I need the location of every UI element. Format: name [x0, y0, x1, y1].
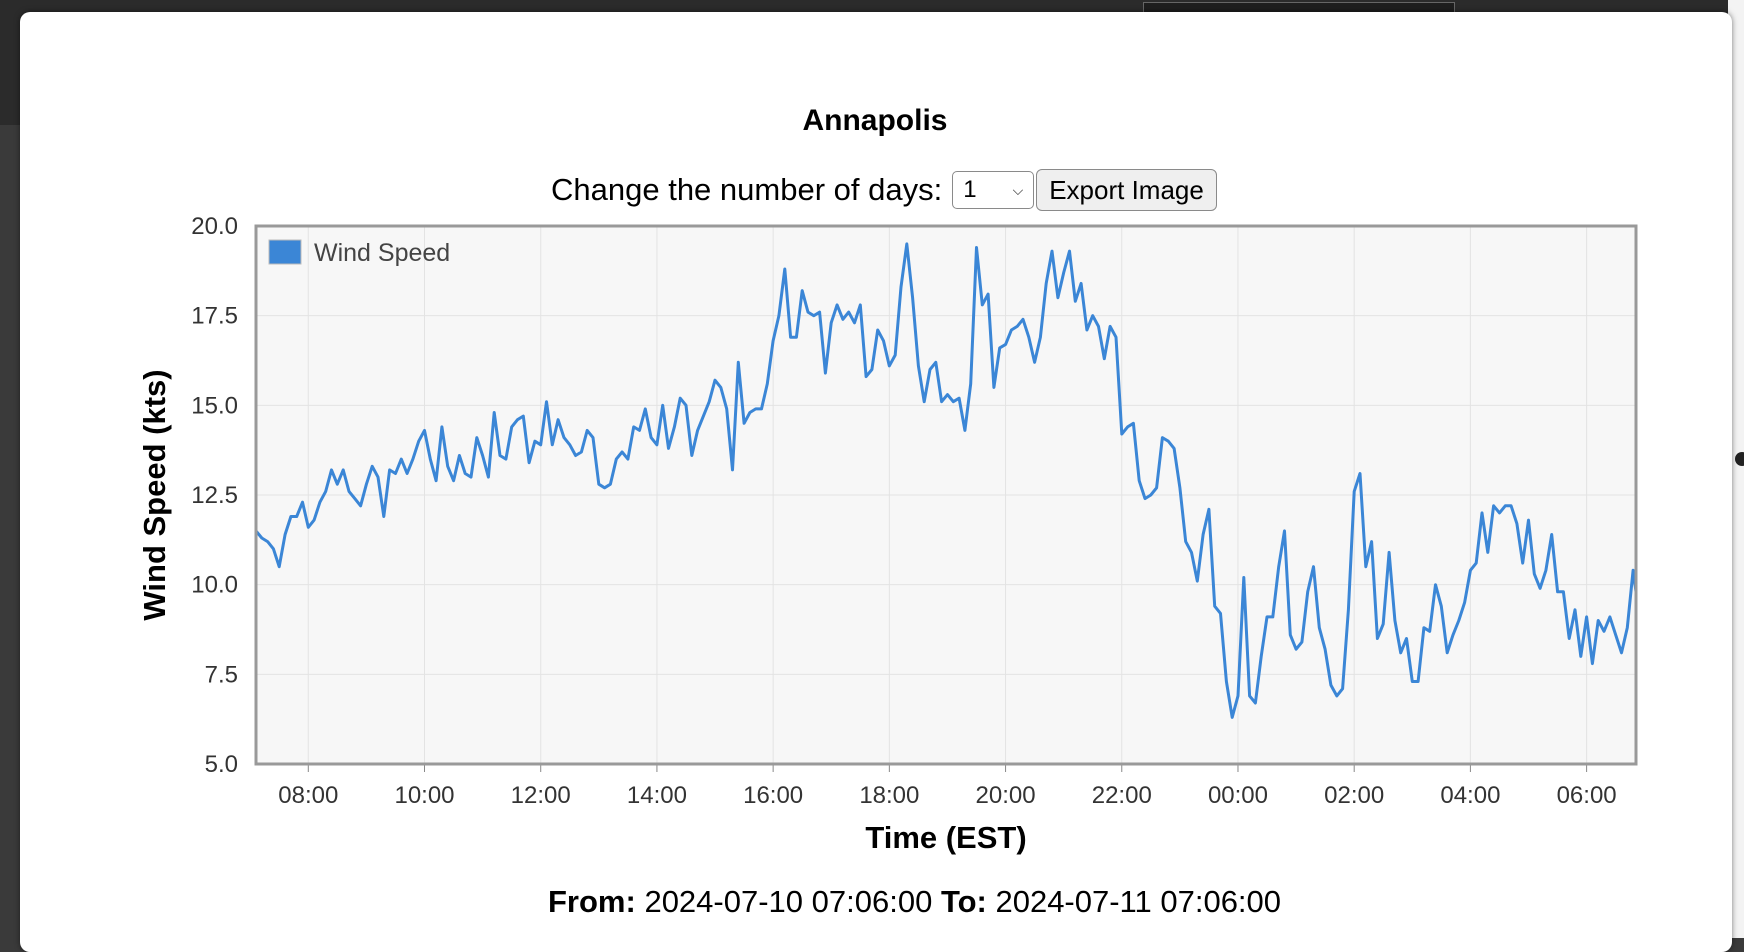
y-tick-label: 5.0 — [205, 751, 238, 778]
grid-lines — [256, 225, 1636, 765]
days-select[interactable]: 1 ⌵ — [952, 171, 1035, 209]
x-tick-label: 16:00 — [743, 782, 803, 809]
y-tick-label: 15.0 — [191, 392, 238, 419]
to-value: 2024-07-11 07:06:00 — [995, 884, 1282, 919]
x-tick-label: 14:00 — [627, 782, 687, 809]
days-select-value: 1 — [963, 176, 977, 203]
y-tick-label: 7.5 — [205, 661, 238, 688]
y-tick-label: 10.0 — [191, 572, 238, 599]
series-line — [254, 242, 1638, 719]
x-tick-label: 00:00 — [1208, 782, 1268, 809]
x-axis-ticks: 08:00 10:00 12:00 14:00 16:00 18:00 20:00 22:00… — [278, 764, 1617, 809]
to-label: To: — [940, 884, 987, 919]
y-tick-label: 12.5 — [191, 482, 238, 509]
x-tick-label: 06:00 — [1557, 782, 1617, 809]
days-label: Change the number of days: — [551, 172, 943, 207]
chart-title: Annapolis — [802, 104, 948, 137]
x-tick-label: 02:00 — [1324, 782, 1384, 809]
x-tick-label: 10:00 — [394, 782, 454, 809]
x-tick-label: 08:00 — [278, 782, 338, 809]
x-tick-label: 22:00 — [1092, 782, 1152, 809]
x-axis-title: Time (EST) — [865, 820, 1026, 855]
y-axis-ticks: 5.0 7.5 10.0 12.5 15.0 17.5 20.0 — [191, 213, 238, 778]
plot-frame — [254, 224, 1638, 766]
date-range: From: 2024-07-10 07:06:00 To: 2024-07-11… — [548, 884, 1281, 920]
x-tick-label: 20:00 — [976, 782, 1036, 809]
chart-controls: Change the number of days: 1 ⌵ Export Im… — [551, 168, 1217, 212]
legend-swatch — [268, 239, 302, 265]
y-tick-label: 17.5 — [191, 303, 238, 330]
from-label: From: — [548, 884, 636, 919]
x-tick-label: 04:00 — [1440, 782, 1500, 809]
legend-label: Wind Speed — [314, 239, 450, 267]
export-image-button[interactable]: Export Image — [1036, 169, 1217, 211]
background-icon — [1735, 452, 1744, 466]
x-tick-label: 18:00 — [859, 782, 919, 809]
background-page-edge — [1728, 0, 1744, 938]
y-axis-title: Wind Speed (kts) — [137, 369, 172, 620]
y-tick-label: 20.0 — [191, 213, 238, 240]
from-value: 2024-07-10 07:06:00 — [644, 884, 933, 919]
chevron-down-icon: ⌵ — [1012, 181, 1024, 198]
x-tick-label: 12:00 — [511, 782, 571, 809]
